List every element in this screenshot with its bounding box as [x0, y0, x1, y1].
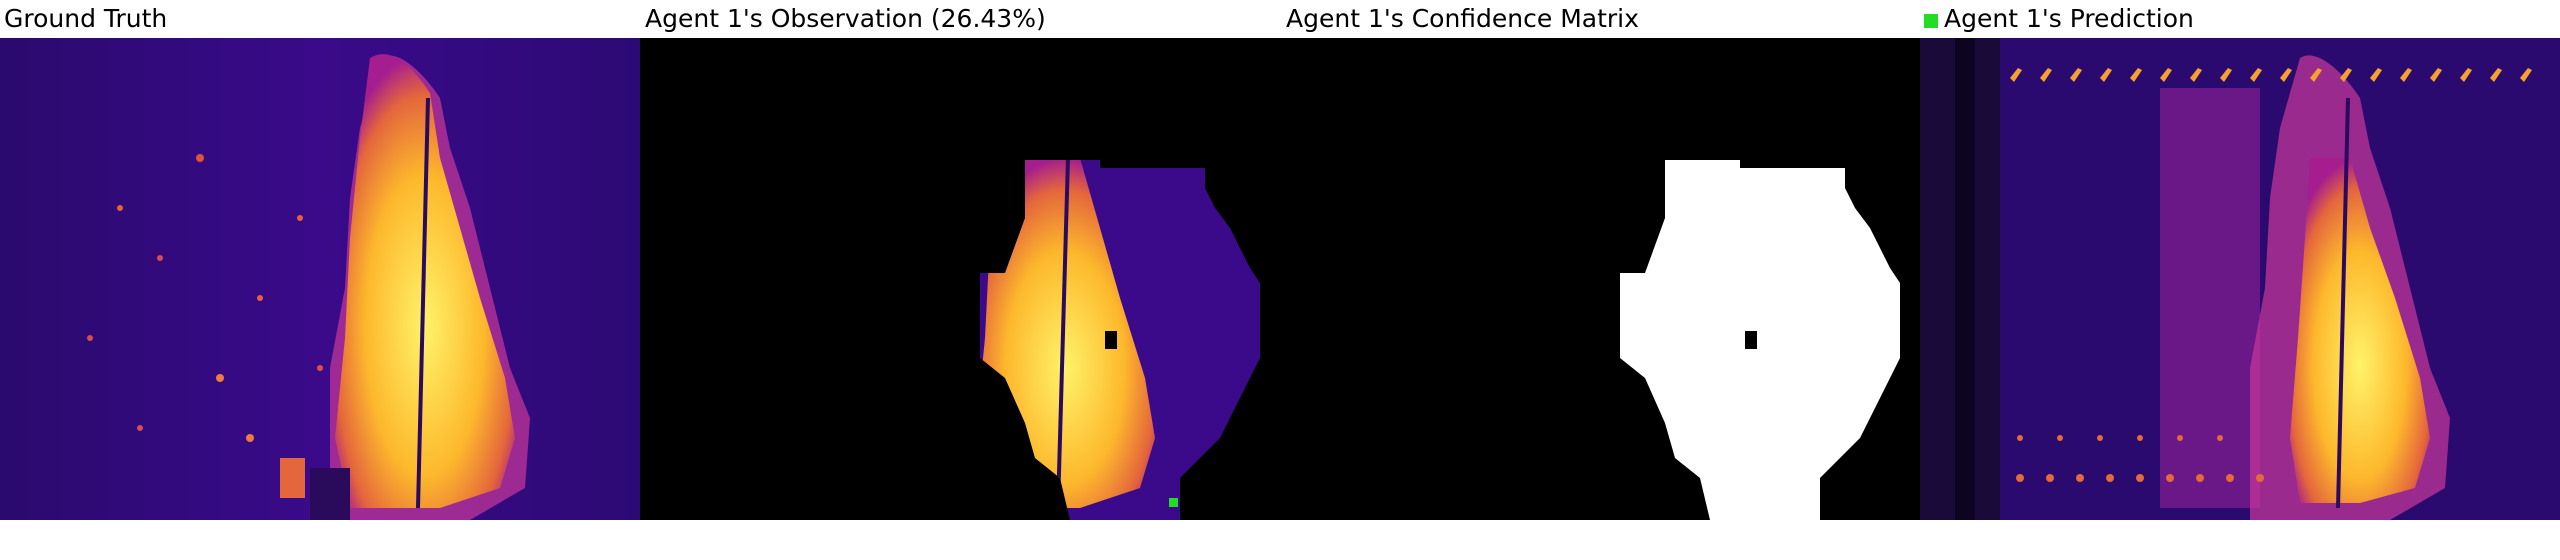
prediction-title-label: Agent 1's Prediction [1944, 4, 2194, 33]
ground-truth-image [0, 38, 640, 520]
prediction-title: Agent 1's Prediction [1924, 0, 2194, 38]
observation-image [640, 38, 1280, 520]
ground-truth-title: Ground Truth [4, 4, 168, 33]
green-square-icon [1924, 14, 1938, 28]
prediction-image [1920, 38, 2560, 520]
confidence-matrix-title: Agent 1's Confidence Matrix [1286, 4, 1639, 33]
confidence-matrix-image [1280, 38, 1920, 520]
observation-title: Agent 1's Observation (26.43%) [645, 4, 1046, 33]
